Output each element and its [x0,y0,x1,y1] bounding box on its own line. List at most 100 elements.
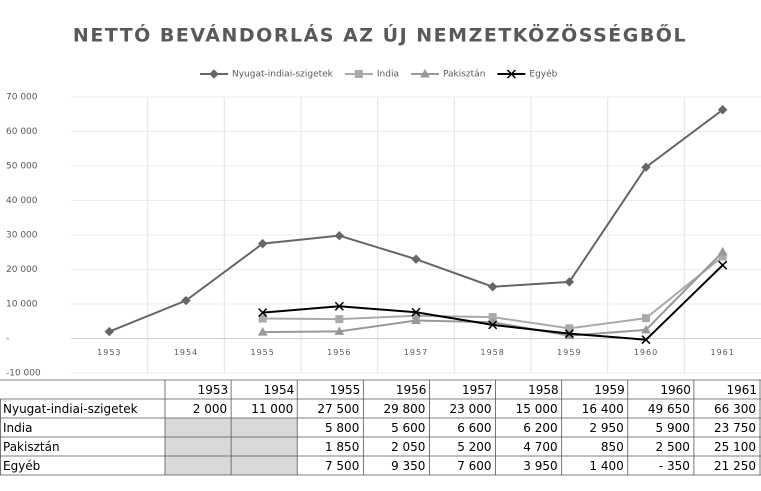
x-tick-label: 1953 [97,348,121,357]
empty-cell [231,437,298,456]
table-cell: 25 100 [714,440,756,454]
table-cell: 23 750 [714,421,756,435]
table-row-label: India [3,421,32,435]
table-cell: 3 950 [523,459,557,473]
x-tick-label: 1959 [557,348,581,357]
marker [334,301,344,311]
marker [641,335,651,345]
table-row-label: Egyéb [3,459,40,473]
table-header: 1961 [726,383,757,397]
table-row-label: Pakisztán [3,440,60,454]
marker [257,327,268,336]
marker [564,277,575,287]
empty-cell [165,456,232,475]
table-header: 1954 [264,383,295,397]
table-cell: 15 000 [516,402,558,416]
table-row-label: Nyugat-indiai-szigetek [3,402,138,416]
y-tick-label: 10 000 [6,300,38,310]
marker [334,326,345,335]
table-header: 1956 [396,383,427,397]
marker [258,308,268,318]
legend-item: Egyéb [497,69,558,80]
empty-cell [165,418,232,437]
table-header: 1958 [528,383,559,397]
x-tick-label: 1956 [327,348,351,357]
legend-label: India [377,70,399,80]
table-cell: 5 900 [656,421,690,435]
table-cell: 2 050 [391,440,425,454]
marker [334,230,345,241]
table-cell: 27 500 [317,402,359,416]
marker [411,254,421,264]
table-cell: 2 950 [589,421,623,435]
marker [488,320,498,330]
table-cell: 49 650 [648,402,690,416]
table-header: 1959 [594,383,625,397]
table-cell: 2 500 [656,440,690,454]
x-tick-label: 1954 [174,348,198,357]
legend-item: Nyugat-indiai-szigetek [200,69,334,80]
table-cell: 21 250 [714,459,756,473]
marker [335,315,344,324]
marker [257,238,268,249]
table-cell: 5 200 [457,440,491,454]
y-tick-label: -10 000 [6,369,41,379]
table-cell: 4 700 [523,440,557,454]
x-tick-label: 1958 [480,348,504,357]
chart-title: NETTÓ BEVÁNDORLÁS AZ ÚJ NEMZETKÖZÖSSÉGBŐ… [73,23,687,47]
marker [420,68,430,78]
table-cell: 6 600 [457,421,491,435]
marker [642,314,650,323]
marker [717,105,728,115]
table-cell: 11 000 [251,402,293,416]
table-cell: 1 850 [325,440,359,454]
marker [641,162,651,172]
table-cell: - 350 [659,459,690,473]
x-tick-label: 1961 [710,348,734,357]
marker [411,315,421,325]
table-header: 1960 [660,383,691,397]
marker [717,246,728,256]
table-cell: 9 350 [391,459,425,473]
table-cell: 29 800 [383,402,425,416]
empty-cell [231,456,298,475]
table-cell: 5 600 [391,421,425,435]
y-tick-label: 30 000 [6,231,38,241]
series-line [108,108,724,333]
legend-label: Egyéb [529,69,557,80]
marker [209,69,219,79]
y-tick-label: 70 000 [6,93,38,103]
legend-item: Pakisztán [410,68,485,80]
empty-cell [165,437,232,456]
table-header: 1955 [330,383,361,397]
empty-cell [231,418,298,437]
legend-item: India [344,70,399,80]
marker [564,329,574,339]
table-cell: 1 400 [589,459,623,473]
table-cell: 23 000 [450,402,492,416]
marker [354,70,363,78]
y-tick-label: 20 000 [6,265,38,275]
table-cell: 2 000 [193,402,227,416]
table-header: 1953 [198,383,229,397]
marker [104,326,115,337]
marker [641,324,651,334]
y-tick-label: 60 000 [6,127,38,137]
legend-label: Nyugat-indiai-szigetek [232,70,334,80]
marker [411,307,421,317]
series-line [262,264,724,341]
x-tick-label: 1957 [404,348,428,357]
x-tick-label: 1955 [250,348,274,357]
x-tick-label: 1960 [634,348,658,357]
table-cell: 850 [601,440,624,454]
table-header: 1957 [462,383,493,397]
table-cell: 5 800 [325,421,359,435]
marker [506,69,516,79]
marker [258,314,267,323]
marker [487,282,498,292]
y-tick-label: 40 000 [6,196,38,206]
marker [181,295,191,306]
y-tick-label: - [6,334,9,344]
table-cell: 7 500 [325,459,359,473]
table-cell: 66 300 [714,402,756,416]
